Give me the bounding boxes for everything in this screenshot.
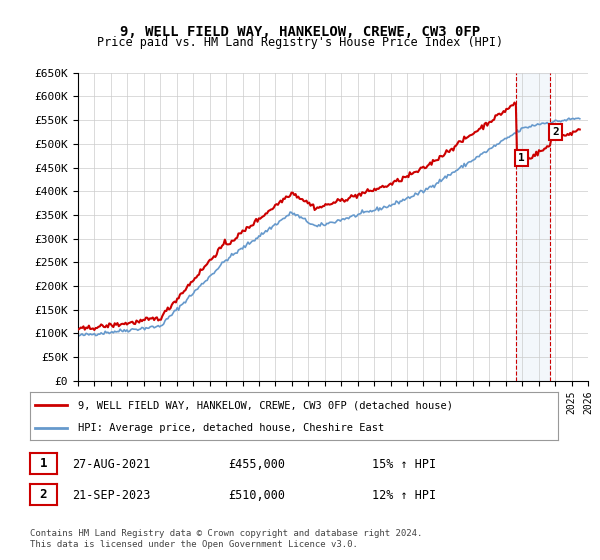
- Text: £455,000: £455,000: [228, 458, 285, 472]
- Text: 2: 2: [552, 127, 559, 137]
- Text: £510,000: £510,000: [228, 489, 285, 502]
- Text: Contains HM Land Registry data © Crown copyright and database right 2024.
This d: Contains HM Land Registry data © Crown c…: [30, 529, 422, 549]
- Text: 21-SEP-2023: 21-SEP-2023: [72, 489, 151, 502]
- Text: 2: 2: [40, 488, 47, 501]
- Bar: [517, 73, 550, 381]
- Text: 9, WELL FIELD WAY, HANKELOW, CREWE, CW3 0FP (detached house): 9, WELL FIELD WAY, HANKELOW, CREWE, CW3 …: [77, 400, 452, 410]
- Text: Price paid vs. HM Land Registry's House Price Index (HPI): Price paid vs. HM Land Registry's House …: [97, 36, 503, 49]
- Text: HPI: Average price, detached house, Cheshire East: HPI: Average price, detached house, Ches…: [77, 423, 384, 433]
- Text: 9, WELL FIELD WAY, HANKELOW, CREWE, CW3 0FP: 9, WELL FIELD WAY, HANKELOW, CREWE, CW3 …: [120, 25, 480, 39]
- Text: 1: 1: [518, 153, 525, 163]
- Text: 27-AUG-2021: 27-AUG-2021: [72, 458, 151, 472]
- Text: 12% ↑ HPI: 12% ↑ HPI: [372, 489, 436, 502]
- Text: 1: 1: [40, 457, 47, 470]
- Text: 15% ↑ HPI: 15% ↑ HPI: [372, 458, 436, 472]
